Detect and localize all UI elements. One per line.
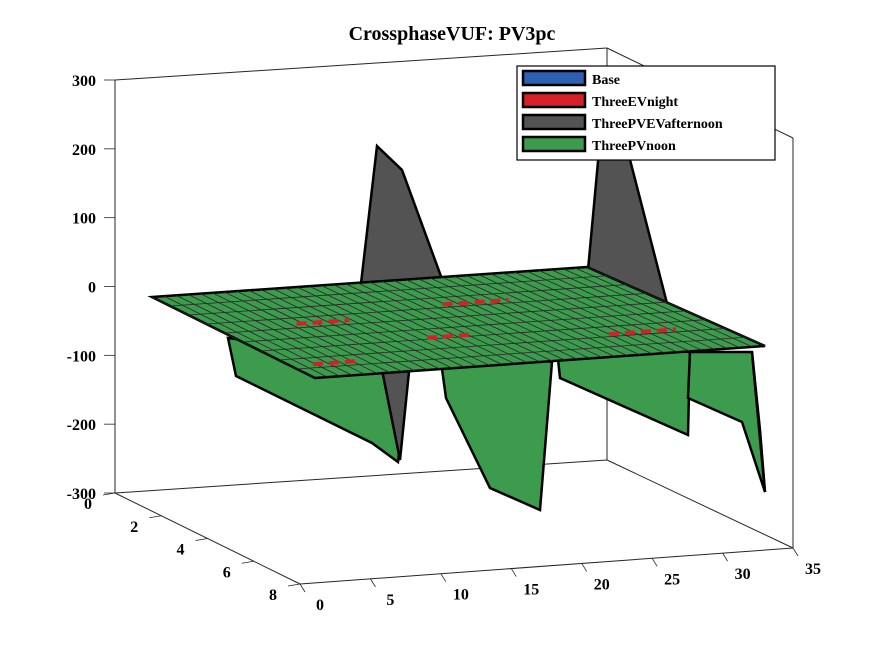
surface-grid-line	[170, 275, 607, 307]
surface-grid-line	[405, 279, 578, 360]
x-tick-mark	[299, 583, 306, 593]
surface-grid-line	[188, 284, 627, 316]
z-axis-ticks: 300 200 100 0 -100 -200 -300	[67, 73, 115, 503]
legend-swatch	[521, 113, 587, 131]
y-tick-mark	[149, 515, 162, 519]
surface-grid-line	[206, 292, 647, 325]
surface-layer	[147, 138, 767, 512]
y-tick-label: 6	[223, 564, 231, 581]
y-tick-mark	[241, 560, 254, 564]
surface-grid-line	[574, 267, 753, 348]
z-tick-label: -200	[67, 417, 96, 434]
surface-grid-line	[514, 271, 691, 352]
surface-grid-line	[308, 285, 478, 367]
series-threeevnight-segment	[426, 332, 472, 340]
z-tick-label: 100	[72, 211, 96, 228]
x-tick-label: 0	[316, 597, 324, 614]
z-tick-label: 300	[72, 73, 96, 90]
z-tick-label: -100	[67, 348, 96, 365]
surface-grid-line	[242, 310, 686, 343]
legend-swatch	[521, 135, 587, 153]
series-threepvnoon-trough-4	[686, 350, 767, 493]
series-threeevnight-segment	[608, 327, 677, 337]
surface-grid-line	[393, 279, 566, 361]
legend-swatch	[521, 69, 587, 87]
surface-grid-line	[224, 291, 391, 374]
surface-grid-line	[320, 284, 491, 366]
legend-label: ThreePVEVafternoon	[592, 117, 723, 132]
z-tick-label: 200	[72, 142, 96, 159]
y-tick-label: 0	[84, 496, 92, 513]
surface-grid-line	[284, 287, 453, 369]
y-tick-mark	[195, 538, 208, 541]
surface-grid-line	[175, 294, 341, 377]
surface-grid-line	[163, 295, 328, 378]
legend-label: ThreeEVnight	[592, 95, 678, 110]
surface-grid-line	[224, 301, 667, 334]
x-tick-mark	[722, 552, 728, 562]
x-tick-label: 20	[594, 576, 610, 593]
x-tick-label: 10	[453, 587, 469, 604]
chart-title: CrossphaseVUF: PV3pc	[349, 23, 556, 45]
y-tick-label: 8	[269, 587, 277, 604]
surface-grid-line	[296, 286, 466, 368]
surface-grid-line	[151, 296, 316, 379]
legend: Base ThreeEVnight ThreePVEVafternoon ThreeP…	[516, 65, 776, 161]
y-tick-label: 2	[130, 519, 138, 536]
series-threeevnight-segment	[442, 297, 509, 307]
legend-label: Base	[592, 73, 620, 88]
surface-grid-line	[296, 336, 746, 370]
surface-grid-line	[381, 280, 553, 362]
z-tick-label: -300	[67, 486, 96, 503]
surface-grid-line	[562, 268, 741, 349]
surface-grid-line	[586, 266, 766, 347]
x-tick-label: 35	[805, 561, 821, 578]
x-tick-mark	[581, 563, 588, 572]
y-axis-ticks: 0 2 4 6 8	[84, 492, 301, 604]
x-tick-label: 30	[735, 566, 751, 583]
legend-swatch	[521, 91, 587, 109]
x-tick-mark	[440, 573, 447, 582]
surface-grid-line	[369, 281, 541, 363]
surface-grid-line	[429, 277, 603, 358]
surface-grid-line	[345, 283, 516, 365]
surface-grid-line	[490, 273, 666, 354]
x-axis-ticks: 0 5 10 15 20 25 30 35	[299, 547, 821, 614]
series-threeevnight-segment	[296, 318, 350, 326]
surface-grid-line	[236, 290, 403, 373]
surface-grid-line	[260, 319, 706, 352]
x-tick-label: 25	[664, 571, 680, 588]
surface-grid-line	[278, 328, 726, 361]
surface-grid-line	[502, 272, 678, 353]
z-tick-label: 0	[88, 280, 96, 297]
surface-grid-line	[453, 275, 628, 357]
x-tick-label: 15	[523, 582, 539, 599]
x-tick-mark	[370, 578, 376, 588]
series-threepvnoon-trough-5	[750, 351, 767, 493]
surface-grid-line	[441, 276, 616, 358]
y-tick-mark	[287, 583, 301, 587]
surface-grid-line	[260, 289, 428, 371]
surface-grid-line	[272, 288, 441, 370]
surface-grid-line	[333, 284, 503, 366]
x-tick-mark	[651, 558, 658, 567]
surface-grid-line	[188, 294, 353, 376]
x-tick-label: 5	[386, 592, 394, 609]
surface-grid-line	[538, 269, 716, 350]
surface-grid-line	[248, 289, 416, 372]
surface-grid-line	[550, 269, 728, 350]
surface-grid-lines	[151, 266, 766, 379]
surface-grid-line	[478, 274, 653, 355]
y-tick-mark	[102, 492, 116, 496]
surface-grid-line	[357, 282, 528, 364]
y-tick-label: 4	[177, 542, 185, 559]
surface-grid-line	[417, 278, 591, 359]
series-threeevnight-segment	[312, 359, 358, 367]
surface-grid-line	[466, 274, 641, 356]
surface-grid-line	[526, 270, 703, 351]
x-tick-mark	[792, 547, 799, 557]
legend-label: ThreePVnoon	[592, 139, 676, 154]
x-tick-mark	[510, 568, 517, 577]
